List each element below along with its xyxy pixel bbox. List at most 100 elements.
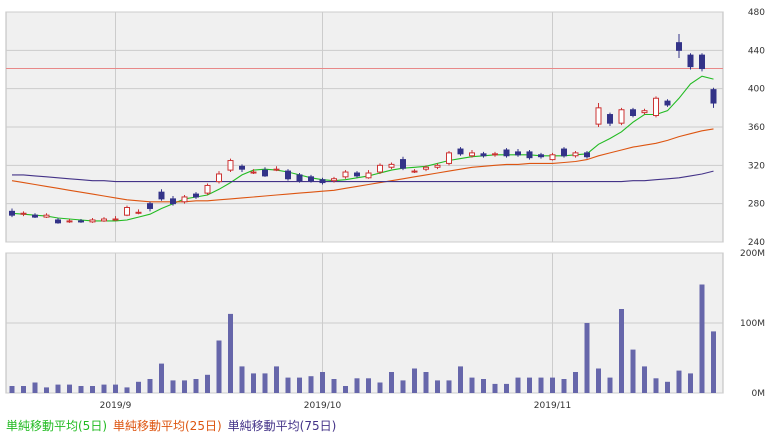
- volume-bar: [400, 380, 406, 393]
- volume-bar: [78, 386, 84, 393]
- candle-body: [653, 97, 659, 116]
- candle-body: [124, 207, 130, 216]
- candle-body: [377, 164, 383, 173]
- volume-bar: [44, 387, 49, 393]
- volume-bar: [607, 377, 613, 393]
- candle-body: [676, 42, 682, 51]
- volume-bar: [688, 373, 693, 393]
- price-y-tick-label: 440: [748, 46, 765, 56]
- volume-bar: [67, 384, 72, 393]
- moving-average-lines: [11, 75, 714, 222]
- ma-line-2: [12, 170, 714, 183]
- volume-bar: [251, 373, 256, 393]
- volume-bar: [55, 384, 61, 393]
- volume-y-tick-label: 0M: [752, 389, 766, 399]
- candle-body: [55, 219, 61, 224]
- volume-bar: [124, 387, 130, 393]
- candle-body: [285, 170, 291, 180]
- candlesticks: [9, 34, 717, 224]
- candle-body: [32, 214, 38, 218]
- candle-body: [112, 218, 119, 221]
- volume-bar: [458, 366, 463, 393]
- candle-body: [584, 152, 590, 158]
- volume-bar: [665, 381, 670, 393]
- candle-body: [538, 154, 544, 158]
- legend: 単純移動平均(5日) 単純移動平均(25日) 単純移動平均(75日): [6, 417, 342, 434]
- volume-bar: [515, 377, 521, 393]
- candle-body: [641, 110, 648, 114]
- volume-y-tick-label: 200M: [740, 249, 765, 259]
- volume-bar: [481, 379, 486, 393]
- candle-body: [342, 171, 349, 178]
- volume-bar: [630, 349, 636, 393]
- volume-bar: [32, 382, 38, 393]
- volume-bar: [239, 366, 245, 393]
- volume-bar: [21, 386, 26, 393]
- volume-bar: [343, 386, 348, 393]
- volume-bar: [550, 377, 555, 393]
- volume-bar: [308, 376, 314, 393]
- volume-bar: [320, 372, 325, 393]
- candle-body: [434, 164, 441, 168]
- candle-body: [9, 210, 15, 216]
- candle-body: [618, 109, 625, 124]
- candle-body: [158, 191, 165, 200]
- candle-body: [595, 107, 602, 125]
- volume-bar: [205, 374, 210, 393]
- candle-body: [216, 173, 222, 183]
- candle-body: [400, 159, 406, 169]
- candle-body: [101, 218, 107, 222]
- volume-y-tick-label: 100M: [740, 319, 765, 329]
- volume-y-axis: 200M 100M 0M: [740, 249, 765, 399]
- candle-body: [630, 109, 636, 116]
- volume-bar: [561, 379, 567, 393]
- candle-body: [411, 170, 418, 173]
- volume-bar: [147, 379, 153, 393]
- volume-bar: [538, 377, 544, 393]
- volume-bar: [193, 379, 199, 393]
- candle-body: [549, 154, 556, 161]
- volume-bar: [584, 323, 590, 393]
- candle-body: [388, 163, 395, 168]
- candle-body: [66, 220, 73, 223]
- volume-bar: [9, 386, 15, 393]
- volume-bar: [285, 377, 291, 393]
- price-y-axis: 480 440 400 360 320 280 240: [748, 8, 765, 248]
- volume-bar: [228, 313, 233, 393]
- volume-bar: [492, 383, 498, 393]
- volume-bar: [699, 284, 705, 393]
- candle-body: [193, 193, 199, 198]
- candle-body: [227, 160, 234, 171]
- legend-ma75: 単純移動平均(75日): [227, 419, 337, 433]
- candle-body: [273, 168, 280, 171]
- volume-bar: [297, 377, 302, 393]
- candle-body: [710, 89, 717, 104]
- candle-body: [572, 152, 579, 157]
- volume-bar: [423, 372, 429, 393]
- candle-body: [135, 211, 142, 214]
- candle-body: [469, 152, 475, 157]
- candle-body: [515, 151, 521, 156]
- candle-body: [331, 178, 337, 182]
- price-y-tick-label: 240: [748, 238, 765, 248]
- candle-body: [319, 179, 326, 184]
- volume-bar: [642, 366, 647, 393]
- candle-body: [607, 114, 613, 124]
- price-grid: [6, 11, 723, 243]
- candle-body: [457, 148, 464, 155]
- volume-bars: [9, 284, 716, 393]
- x-tick-label: 2019/9: [100, 401, 132, 411]
- volume-bar: [113, 384, 118, 393]
- volume-bar: [676, 370, 682, 393]
- volume-bar: [527, 377, 532, 393]
- candle-body: [181, 196, 188, 203]
- candle-body: [687, 54, 694, 68]
- candle-body: [308, 176, 314, 182]
- volume-bar: [412, 368, 417, 393]
- candle-body: [526, 151, 533, 159]
- candle-body: [239, 165, 245, 170]
- candle-body: [43, 214, 50, 218]
- volume-bar: [354, 378, 360, 393]
- candle-body: [354, 172, 360, 177]
- candle-body: [170, 198, 176, 205]
